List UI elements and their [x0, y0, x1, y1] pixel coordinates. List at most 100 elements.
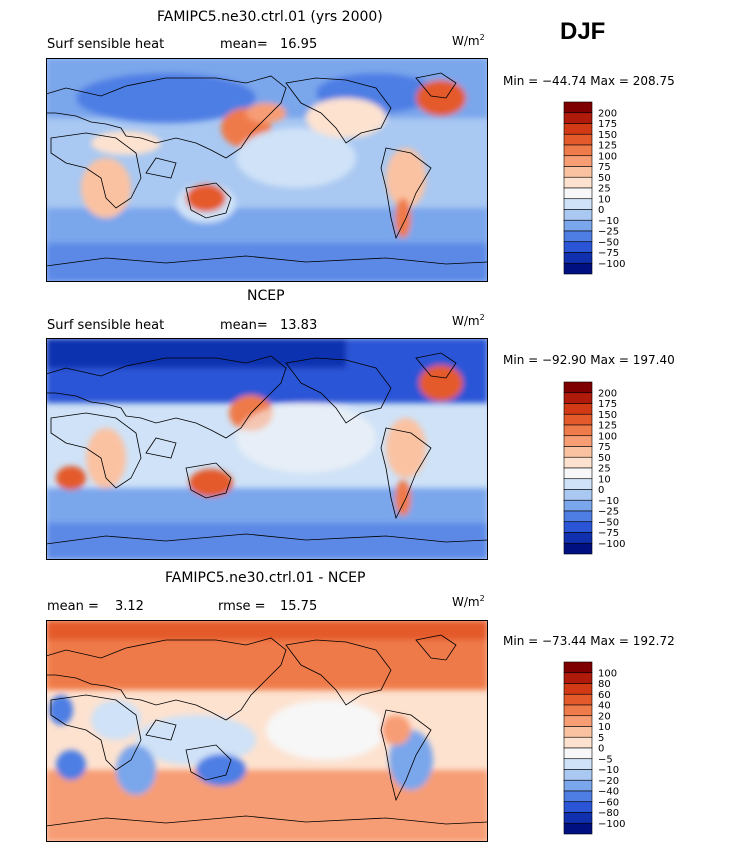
colorbar-tick-label: 75: [598, 162, 611, 173]
colorbar-swatch: [563, 262, 593, 275]
colorbar-tick-label: −40: [598, 787, 619, 798]
colorbar-swatch: [563, 241, 593, 253]
colorbar-tick-label: −100: [598, 259, 625, 270]
colorbar-tick-label: 75: [598, 442, 611, 453]
panel1-minmax: Min = −44.74 Max = 208.75: [503, 74, 675, 88]
colorbar-tick-label: 10: [598, 194, 611, 205]
colorbar-swatch: [563, 801, 593, 813]
panel3-rmse-value: 15.75: [280, 599, 318, 614]
colorbar-tick-label: 0: [598, 744, 604, 755]
colorbar-swatch: [563, 133, 593, 146]
colorbar-swatch: [563, 176, 593, 189]
colorbar-swatch: [563, 219, 593, 232]
panel2-title: NCEP: [247, 288, 285, 304]
colorbar-swatch: [563, 661, 593, 674]
colorbar-tick-label: 10: [598, 474, 611, 485]
colorbar-swatch: [563, 166, 593, 178]
colorbar-swatch: [563, 532, 593, 544]
colorbar-swatch: [563, 123, 593, 135]
colorbar-tick-label: −100: [598, 819, 625, 830]
colorbar-swatch: [563, 209, 593, 221]
colorbar-swatch: [563, 252, 593, 264]
panel1-mean-label: mean=: [220, 37, 268, 52]
colorbar-tick-label: 50: [598, 453, 611, 464]
colorbar-tick-label: 60: [598, 690, 611, 701]
colorbar-tick-label: −100: [598, 539, 625, 550]
panel1-variable: Surf sensible heat: [47, 37, 165, 52]
colorbar-tick-label: 25: [598, 184, 611, 195]
colorbar-tick-label: −50: [598, 517, 619, 528]
colorbar-swatch: [563, 704, 593, 717]
panel3-units: W/m2: [452, 594, 485, 609]
colorbar-swatch: [563, 198, 593, 210]
colorbar-swatch: [563, 747, 593, 760]
colorbar-swatch: [563, 478, 593, 490]
colorbar-swatch: [563, 812, 593, 824]
season-label: DJF: [560, 18, 606, 45]
colorbar-tick-label: 40: [598, 701, 611, 712]
colorbar-tick-label: −5: [598, 754, 613, 765]
colorbar-swatch: [563, 230, 593, 243]
colorbar-tick-label: 50: [598, 173, 611, 184]
colorbar-tick-label: −50: [598, 237, 619, 248]
colorbar-tick-label: 100: [598, 151, 617, 162]
colorbar-tick-label: 125: [598, 141, 617, 152]
colorbar-swatch: [563, 112, 593, 124]
colorbar-tick-label: −10: [598, 765, 619, 776]
panel1-map: [46, 58, 488, 282]
colorbar-swatch: [563, 715, 593, 727]
colorbar-swatch: [563, 822, 593, 835]
panel2-mean-label: mean=: [220, 318, 268, 333]
colorbar-swatch: [563, 790, 593, 803]
colorbar-swatch: [563, 413, 593, 426]
colorbar-tick-label: 150: [598, 410, 617, 421]
panel3-minmax: Min = −73.44 Max = 192.72: [503, 634, 675, 648]
colorbar-swatch: [563, 736, 593, 749]
panel1-units: W/m2: [452, 33, 485, 48]
colorbar-swatch: [563, 435, 593, 447]
colorbar-tick-label: 125: [598, 421, 617, 432]
colorbar-tick-label: −25: [598, 507, 619, 518]
colorbar-tick-label: 100: [598, 668, 617, 679]
colorbar-tick-label: 25: [598, 464, 611, 475]
colorbar-swatch: [563, 392, 593, 404]
colorbar-tick-label: 200: [598, 388, 617, 399]
colorbar-tick-label: −10: [598, 496, 619, 507]
colorbar-swatch: [563, 187, 593, 200]
panel3-mean-value: 3.12: [115, 599, 144, 614]
panel2-units: W/m2: [452, 313, 485, 328]
colorbar-swatch: [563, 403, 593, 415]
colorbar-swatch: [563, 381, 593, 394]
colorbar-swatch: [563, 424, 593, 437]
colorbar-swatch: [563, 510, 593, 523]
colorbar-swatch: [563, 101, 593, 114]
colorbar-swatch: [563, 683, 593, 695]
colorbar-swatch: [563, 144, 593, 157]
colorbar-tick-label: 5: [598, 733, 604, 744]
colorbar-tick-label: 80: [598, 679, 611, 690]
colorbar-tick-label: −25: [598, 227, 619, 238]
panel3-map: [46, 620, 488, 842]
colorbar-swatch: [563, 155, 593, 167]
colorbar-swatch: [563, 499, 593, 512]
colorbar-tick-label: −75: [598, 248, 619, 259]
colorbar-tick-label: 100: [598, 431, 617, 442]
colorbar-tick-label: 175: [598, 399, 617, 410]
colorbar-swatch: [563, 672, 593, 684]
panel2-map: [46, 338, 488, 560]
colorbar-swatch: [563, 769, 593, 781]
colorbar-swatch: [563, 456, 593, 469]
colorbar-tick-label: 10: [598, 722, 611, 733]
colorbar-swatch: [563, 693, 593, 706]
panel3-rmse-label: rmse =: [218, 599, 266, 614]
panel2-mean-value: 13.83: [280, 318, 318, 333]
colorbar-tick-label: −60: [598, 797, 619, 808]
colorbar-tick-label: 20: [598, 711, 611, 722]
colorbar-tick-label: 150: [598, 130, 617, 141]
colorbar-swatch: [563, 446, 593, 458]
colorbar-swatch: [563, 521, 593, 533]
colorbar-tick-label: 0: [598, 485, 604, 496]
colorbar-tick-label: −75: [598, 528, 619, 539]
colorbar-swatch: [563, 758, 593, 770]
